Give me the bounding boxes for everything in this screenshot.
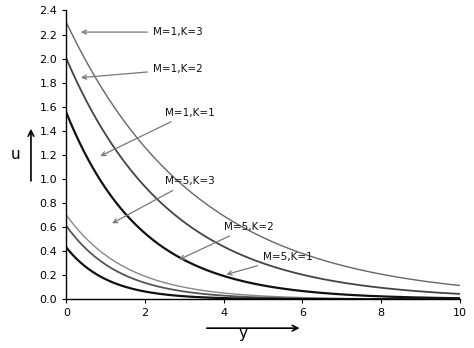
Text: M=5,K=1: M=5,K=1 <box>228 252 313 275</box>
Text: M=1,K=1: M=1,K=1 <box>101 108 214 156</box>
Text: M=1,K=2: M=1,K=2 <box>82 64 203 79</box>
Text: M=5,K=2: M=5,K=2 <box>180 222 273 259</box>
Text: M=5,K=3: M=5,K=3 <box>113 176 214 223</box>
Text: M=1,K=3: M=1,K=3 <box>82 27 203 37</box>
Text: u: u <box>10 147 20 163</box>
Text: y: y <box>239 326 248 341</box>
